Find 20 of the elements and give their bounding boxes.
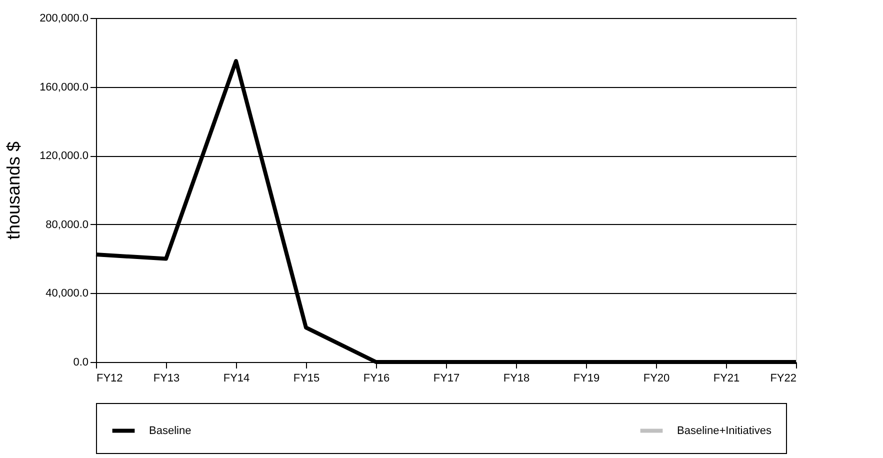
x-tick-label: FY19 xyxy=(573,372,600,384)
x-tick-label: FY17 xyxy=(433,372,460,384)
x-tick-label: FY15 xyxy=(293,372,320,384)
x-tick-label: FY14 xyxy=(223,372,250,384)
legend-label: Baseline+Initiatives xyxy=(677,424,772,437)
x-tick-label: FY12 xyxy=(96,372,123,384)
y-tick-label: 40,000.0 xyxy=(46,288,88,300)
legend-label: Baseline xyxy=(149,424,192,437)
x-tick-label: FY21 xyxy=(713,372,740,384)
y-tick-label: 80,000.0 xyxy=(46,218,88,231)
x-tick-label: FY20 xyxy=(643,372,670,384)
y-axis-title: thousands $ xyxy=(4,141,24,240)
y-tick-label: 200,000.0 xyxy=(40,12,88,24)
y-tick-label: 0.0 xyxy=(73,356,88,368)
x-tick-label: FY16 xyxy=(363,372,390,384)
y-tick-label: 160,000.0 xyxy=(40,81,88,94)
x-tick-label: FY18 xyxy=(503,372,530,384)
x-tick-label: FY22 xyxy=(770,372,796,384)
x-tick-label: FY13 xyxy=(153,372,180,384)
y-tick-label: 120,000.0 xyxy=(40,150,88,162)
